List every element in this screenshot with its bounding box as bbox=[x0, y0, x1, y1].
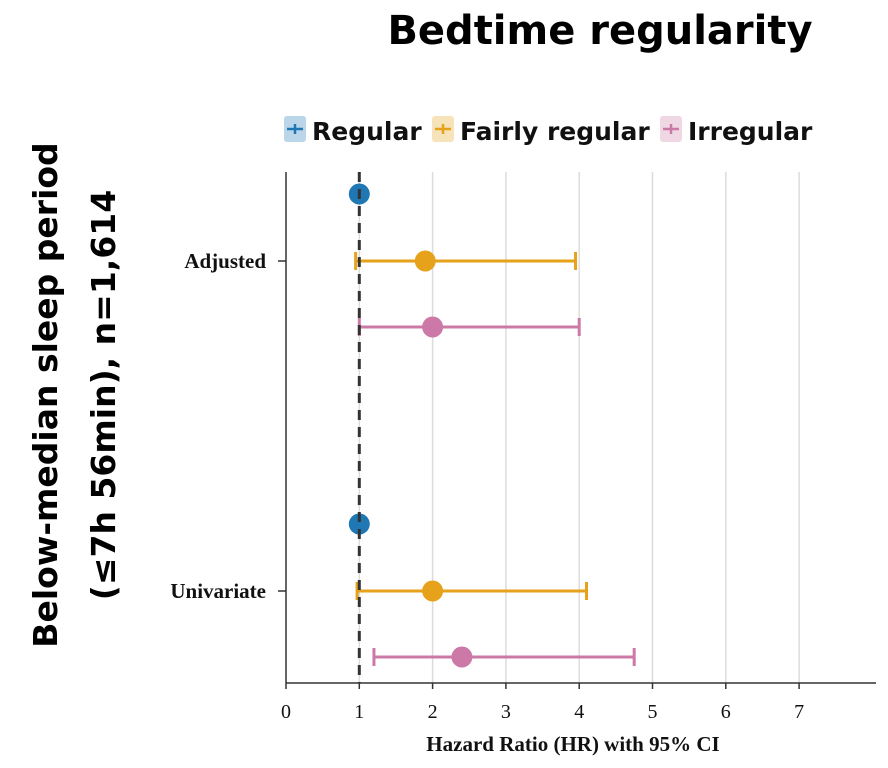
point-univariate-fairly-regular bbox=[422, 580, 444, 602]
x-tick-label-4: 4 bbox=[574, 701, 584, 723]
legend-label-irregular: Irregular bbox=[688, 117, 813, 146]
x-tick-label-7: 7 bbox=[794, 701, 804, 723]
x-tick-label-5: 5 bbox=[648, 701, 658, 723]
point-univariate-irregular bbox=[451, 646, 473, 668]
x-tick-label-0: 0 bbox=[281, 701, 291, 723]
x-tick-label-1: 1 bbox=[354, 701, 364, 723]
x-tick-label-2: 2 bbox=[428, 701, 438, 723]
x-tick-label-3: 3 bbox=[501, 701, 511, 723]
point-adjusted-fairly-regular bbox=[414, 250, 436, 272]
x-axis-title: Hazard Ratio (HR) with 95% CI bbox=[426, 732, 719, 756]
chart-title: Bedtime regularity bbox=[387, 8, 813, 54]
y-tick-label-adjusted: Adjusted bbox=[184, 249, 266, 273]
y-tick-label-univariate: Univariate bbox=[170, 579, 266, 603]
point-univariate-regular bbox=[348, 513, 370, 535]
point-adjusted-irregular bbox=[422, 316, 444, 338]
x-tick-label-6: 6 bbox=[721, 701, 731, 723]
legend-label-fairly-regular: Fairly regular bbox=[460, 117, 650, 146]
legend-label-regular: Regular bbox=[312, 117, 422, 146]
